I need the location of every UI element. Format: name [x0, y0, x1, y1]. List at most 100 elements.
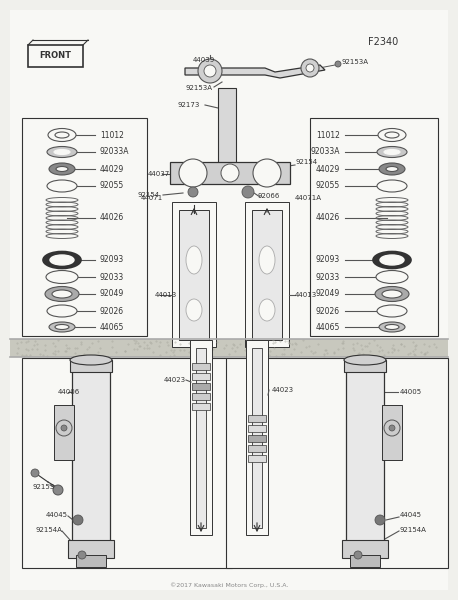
Circle shape	[306, 64, 314, 72]
Bar	[346, 362, 384, 557]
Circle shape	[375, 515, 385, 525]
Bar	[248, 435, 266, 442]
Bar	[170, 162, 290, 184]
Ellipse shape	[56, 166, 68, 172]
Text: 92033: 92033	[316, 272, 340, 281]
Bar	[248, 425, 266, 432]
Ellipse shape	[48, 128, 76, 142]
Bar	[28, 45, 83, 67]
Text: 44023: 44023	[164, 377, 186, 383]
Bar	[248, 415, 266, 422]
Circle shape	[335, 61, 341, 67]
Bar	[310, 118, 438, 336]
Text: 44037: 44037	[148, 171, 170, 177]
Ellipse shape	[49, 322, 75, 332]
Ellipse shape	[376, 271, 408, 283]
Ellipse shape	[344, 355, 386, 365]
Ellipse shape	[46, 271, 78, 283]
Circle shape	[253, 159, 281, 187]
Bar	[54, 405, 74, 460]
Ellipse shape	[52, 290, 72, 298]
Ellipse shape	[47, 305, 77, 317]
Ellipse shape	[386, 166, 398, 172]
Text: 44026: 44026	[100, 214, 124, 223]
Circle shape	[221, 164, 239, 182]
Bar	[76, 555, 106, 567]
Text: 92154: 92154	[295, 159, 317, 165]
Ellipse shape	[377, 146, 407, 157]
Text: 44071: 44071	[141, 195, 163, 201]
Text: 92154A: 92154A	[400, 527, 427, 533]
Bar	[226, 358, 448, 568]
Circle shape	[56, 420, 72, 436]
Bar	[218, 88, 236, 163]
Ellipse shape	[54, 149, 70, 154]
Ellipse shape	[259, 299, 275, 321]
Bar	[382, 405, 402, 460]
Ellipse shape	[379, 322, 405, 332]
Circle shape	[179, 159, 207, 187]
Circle shape	[242, 186, 254, 198]
Circle shape	[389, 425, 395, 431]
Bar	[179, 210, 209, 340]
Text: 92153A: 92153A	[185, 85, 212, 91]
Bar	[192, 393, 210, 400]
Text: 44026: 44026	[316, 214, 340, 223]
Bar	[344, 360, 386, 372]
Text: 44006: 44006	[58, 389, 80, 395]
Text: 92033A: 92033A	[311, 148, 340, 157]
Text: 44071A: 44071A	[295, 195, 322, 201]
Text: ©2017 Kawasaki Motors Corp., U.S.A.: ©2017 Kawasaki Motors Corp., U.S.A.	[170, 582, 288, 588]
Text: 92173: 92173	[178, 102, 201, 108]
Text: 44005: 44005	[400, 389, 422, 395]
Ellipse shape	[45, 286, 79, 301]
Bar	[22, 358, 232, 568]
Text: 92154: 92154	[138, 192, 160, 198]
Text: 44029: 44029	[316, 164, 340, 173]
Text: 92033A: 92033A	[100, 148, 130, 157]
Bar	[350, 555, 380, 567]
Text: 92153: 92153	[33, 484, 55, 490]
Bar	[10, 339, 448, 357]
Polygon shape	[185, 65, 325, 78]
Ellipse shape	[385, 132, 399, 138]
Text: 44013: 44013	[295, 292, 317, 298]
Circle shape	[301, 59, 319, 77]
Text: 92055: 92055	[100, 181, 124, 191]
Text: 92055: 92055	[316, 181, 340, 191]
Circle shape	[188, 187, 198, 197]
Bar	[192, 363, 210, 370]
Bar	[252, 210, 282, 340]
Text: FRONT: FRONT	[39, 52, 71, 61]
Bar	[72, 362, 110, 557]
Ellipse shape	[47, 180, 77, 192]
Ellipse shape	[49, 163, 75, 175]
Text: 44013: 44013	[155, 292, 177, 298]
Ellipse shape	[385, 325, 399, 329]
Text: 92049: 92049	[100, 289, 124, 298]
Text: 92026: 92026	[316, 307, 340, 316]
Text: 44045: 44045	[400, 512, 422, 518]
Circle shape	[198, 59, 222, 83]
Circle shape	[31, 469, 39, 477]
Ellipse shape	[43, 251, 81, 269]
Ellipse shape	[259, 246, 275, 274]
Ellipse shape	[379, 163, 405, 175]
Text: 44023: 44023	[272, 387, 294, 393]
Circle shape	[384, 420, 400, 436]
Circle shape	[73, 515, 83, 525]
Bar	[196, 348, 206, 528]
Text: 44065: 44065	[100, 323, 125, 331]
Bar	[70, 360, 112, 372]
Text: 92026: 92026	[100, 307, 124, 316]
Circle shape	[354, 551, 362, 559]
Ellipse shape	[380, 255, 404, 265]
Ellipse shape	[70, 355, 112, 365]
Bar	[248, 455, 266, 462]
Circle shape	[61, 425, 67, 431]
Ellipse shape	[55, 132, 69, 138]
Circle shape	[204, 65, 216, 77]
Bar	[248, 445, 266, 452]
Bar	[342, 540, 388, 558]
Ellipse shape	[55, 325, 69, 329]
